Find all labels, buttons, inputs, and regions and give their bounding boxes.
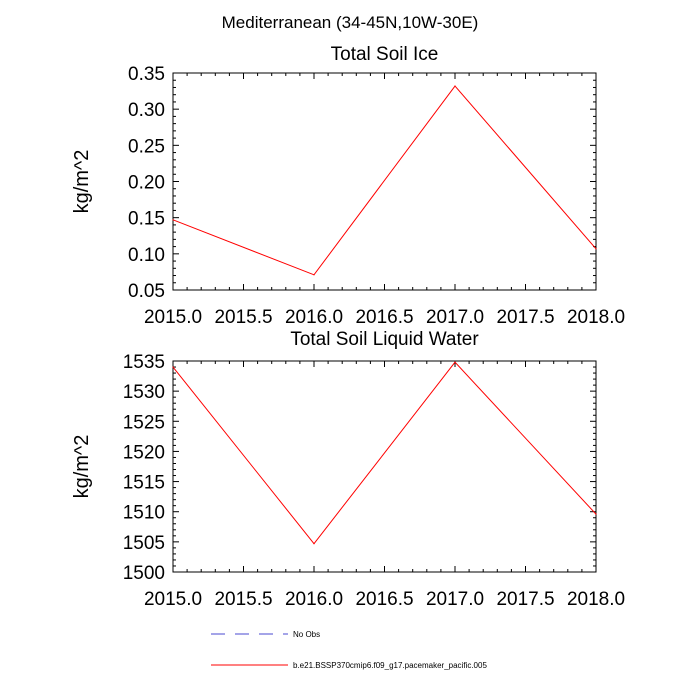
x-tick-label: 2017.0 [426, 307, 484, 328]
x-tick-label: 2017.5 [496, 589, 554, 610]
data-point [454, 361, 456, 363]
data-point [172, 219, 174, 221]
y-tick-label: 0.05 [128, 281, 165, 302]
y-tick-label: 1510 [123, 503, 165, 524]
series-line [172, 85, 597, 276]
x-tick-label: 2015.5 [214, 307, 272, 328]
y-tick-label: 0.10 [128, 245, 165, 266]
x-tick-label: 2016.0 [285, 307, 343, 328]
data-point [595, 513, 597, 515]
data-point [313, 274, 315, 276]
x-tick-label: 2015.0 [144, 589, 202, 610]
plot-frame [172, 360, 597, 573]
y-tick-label: 0.35 [128, 64, 165, 85]
data-point [172, 366, 174, 368]
legend-label: b.e21.BSSP370cmip6.f09_g17.pacemaker_pac… [293, 661, 487, 670]
legend: No Obs b.e21.BSSP370cmip6.f09_g17.pacemak… [211, 630, 487, 670]
y-tick-label: 0.25 [128, 136, 165, 157]
x-tick-label: 2016.0 [285, 589, 343, 610]
plot-frame [172, 72, 597, 291]
y-tick-label: 1505 [123, 533, 165, 554]
data-point [595, 248, 597, 250]
data-point [454, 85, 456, 87]
y-tick-label: 1520 [123, 442, 165, 463]
x-tick-label: 2016.5 [355, 589, 413, 610]
series-line [172, 361, 597, 545]
panel-title: Total Soil Liquid Water [290, 329, 479, 350]
legend-label: No Obs [293, 630, 320, 639]
x-tick-label: 2016.5 [355, 307, 413, 328]
x-tick-label: 2018.0 [567, 589, 625, 610]
x-tick-label: 2017.0 [426, 589, 484, 610]
panel-title: Total Soil Ice [331, 44, 439, 65]
panel-soil-ice: Total Soil Ice kg/m^2 2015.0 2015.5 2016.0 20… [71, 44, 625, 328]
figure-suptitle: Mediterranean (34-45N,10W-30E) [222, 13, 479, 32]
y-tick-label: 0.15 [128, 209, 165, 230]
y-tick-label: 1530 [123, 382, 165, 403]
y-tick-label: 1515 [123, 473, 165, 494]
y-tick-label: 1525 [123, 412, 165, 433]
data-point [313, 543, 315, 545]
x-tick-label: 2015.0 [144, 307, 202, 328]
y-tick-label: 1535 [123, 352, 165, 373]
x-tick-label: 2017.5 [496, 307, 554, 328]
y-tick-label: 0.30 [128, 100, 165, 121]
panel-soil-liquid-water: Total Soil Liquid Water kg/m^2 2015.0 2015.… [71, 329, 625, 610]
x-tick-label: 2018.0 [567, 307, 625, 328]
y-tick-label: 1500 [123, 563, 165, 584]
y-axis-label: kg/m^2 [71, 435, 93, 499]
x-tick-label: 2015.5 [214, 589, 272, 610]
y-tick-label: 0.20 [128, 173, 165, 194]
y-axis-label: kg/m^2 [71, 150, 93, 214]
